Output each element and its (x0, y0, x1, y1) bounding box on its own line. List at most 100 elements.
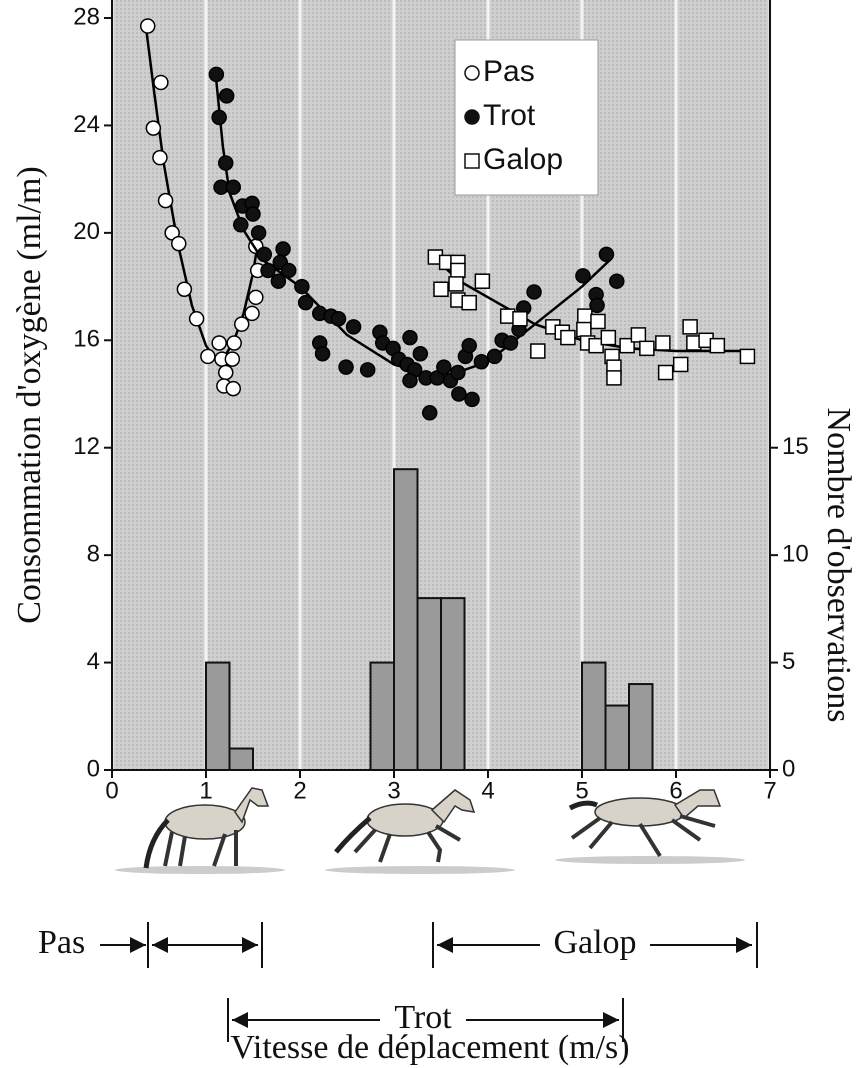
y2-tick-label: 5 (782, 648, 795, 675)
point (639, 340, 655, 357)
point (270, 273, 287, 289)
point (314, 345, 331, 362)
y-axis-label: Consommation d'oxygène (ml/m) (11, 166, 48, 624)
point (157, 192, 174, 209)
point (448, 276, 464, 292)
y2-axis-label: Nombre d'observations (820, 408, 857, 723)
point (250, 225, 267, 241)
point (211, 109, 227, 126)
point (739, 348, 756, 365)
point (576, 321, 592, 338)
y2-tick-label: 10 (782, 540, 809, 567)
y-tick-label: 28 (73, 3, 100, 30)
point (211, 335, 227, 351)
point (218, 88, 235, 104)
point (217, 155, 234, 171)
point (297, 294, 314, 311)
y-tick-label: 8 (87, 540, 100, 567)
y-tick-label: 20 (73, 218, 100, 245)
point (244, 305, 260, 322)
x-tick-label: 7 (763, 777, 776, 804)
x-tick-label: 2 (293, 777, 306, 804)
point (461, 294, 477, 311)
legend-marker (464, 153, 480, 169)
point (589, 297, 605, 314)
point (402, 372, 418, 389)
point (575, 268, 591, 284)
point (502, 335, 519, 351)
y-tick-label: 4 (87, 648, 100, 675)
point (176, 281, 193, 298)
point (345, 319, 362, 335)
point (275, 241, 291, 257)
point (682, 319, 698, 335)
point (588, 337, 604, 354)
legend-marker (464, 109, 480, 125)
point (412, 345, 429, 362)
x-tick-label: 0 (105, 777, 118, 804)
histogram-bar (393, 468, 419, 771)
point (451, 386, 467, 402)
point (464, 391, 480, 408)
x-tick-label: 6 (669, 777, 682, 804)
point (577, 308, 593, 324)
point (233, 217, 249, 233)
gait-label: Trot (394, 999, 452, 1036)
point (619, 337, 635, 354)
point (359, 362, 376, 378)
point (208, 66, 225, 83)
point (461, 337, 477, 354)
point (225, 380, 242, 397)
histogram-bar (581, 661, 607, 771)
point (526, 284, 542, 300)
point (139, 18, 156, 34)
histogram-bar (628, 683, 654, 771)
point (421, 405, 438, 421)
histogram-bar (416, 597, 442, 771)
x-tick-label: 4 (481, 777, 494, 804)
point (606, 370, 622, 386)
gait-ranges (100, 922, 758, 1042)
histogram-bar (440, 597, 466, 771)
x-tick-label: 1 (199, 777, 212, 804)
histogram-bar (205, 661, 231, 771)
point (598, 246, 615, 263)
point (560, 329, 576, 346)
point (512, 311, 528, 327)
histogram-bar (604, 704, 630, 771)
gait-label: Galop (553, 924, 636, 961)
y2-tick-label: 15 (782, 433, 809, 460)
point (450, 262, 466, 279)
point (600, 329, 617, 346)
x-tick-label: 3 (387, 777, 400, 804)
point (330, 311, 347, 327)
point (217, 364, 234, 381)
y-tick-label: 12 (73, 433, 100, 460)
point (256, 246, 273, 263)
point (224, 351, 241, 367)
point (338, 359, 354, 375)
point (672, 356, 689, 373)
point (433, 281, 449, 298)
point (474, 273, 491, 289)
y2-tick-label: 0 (782, 755, 795, 782)
point (152, 149, 168, 166)
point (450, 364, 466, 381)
point (530, 343, 546, 359)
point (402, 329, 418, 346)
y-tick-label: 0 (87, 755, 100, 782)
point (294, 278, 310, 295)
point (630, 327, 647, 343)
legend-marker (464, 65, 480, 81)
y-tick-label: 16 (73, 326, 100, 353)
y-tick-label: 24 (73, 111, 100, 138)
x-axis-label: Vitesse de déplacement (m/s) (230, 1029, 629, 1066)
point (226, 335, 242, 351)
legend-label: Galop (483, 143, 563, 176)
point (436, 359, 452, 375)
point (188, 311, 205, 327)
legend-label: Trot (483, 99, 536, 132)
point (170, 235, 187, 252)
point (153, 74, 169, 91)
